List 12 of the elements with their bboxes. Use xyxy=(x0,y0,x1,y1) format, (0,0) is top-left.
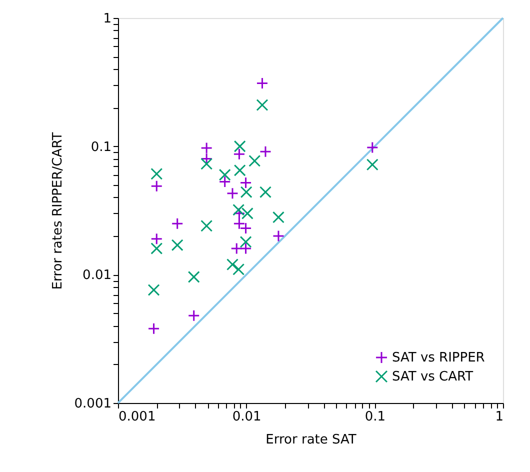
y-tick-label: 0.01 xyxy=(82,268,112,284)
y-tick-label: 0.1 xyxy=(90,140,112,155)
x-tick-label: 0.01 xyxy=(232,410,262,424)
y-tick-label: 0.001 xyxy=(74,396,112,412)
legend-label: SAT vs CART xyxy=(392,370,474,384)
y-tick-label: 1 xyxy=(103,12,112,26)
x-tick-label: 0.1 xyxy=(364,410,386,424)
x-tick-label: 0.001 xyxy=(118,410,156,424)
y-axis-title: Error rates RIPPER/CART xyxy=(50,132,66,290)
legend-label: SAT vs RIPPER xyxy=(392,350,485,366)
x-tick-label: 1 xyxy=(495,410,504,424)
x-axis-title: Error rate SAT xyxy=(266,432,356,448)
